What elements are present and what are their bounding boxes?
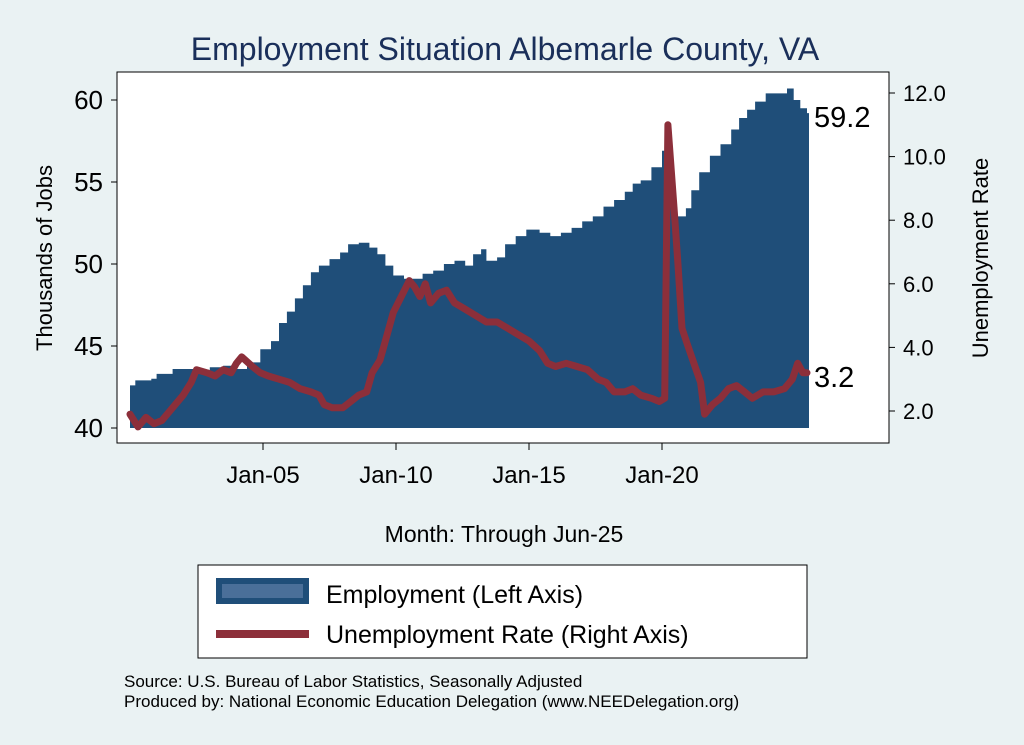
- legend-label-unemployment: Unemployment Rate (Right Axis): [326, 621, 689, 649]
- legend-swatch-employment-inner: [222, 584, 303, 598]
- left-y-tick-label: 45: [74, 331, 103, 361]
- right-y-tick-label: 10.0: [903, 145, 946, 170]
- right-y-tick-label: 6.0: [903, 272, 934, 297]
- legend: Employment (Left Axis) Unemployment Rate…: [197, 564, 808, 659]
- unemployment-line: [126, 121, 811, 431]
- employment-end-label: 59.2: [814, 102, 870, 134]
- chart-title: Employment Situation Albemarle County, V…: [191, 31, 820, 67]
- x-tick-label: Jan-10: [359, 462, 432, 489]
- x-tick-label: Jan-05: [226, 462, 299, 489]
- x-tick-label: Jan-15: [492, 462, 565, 489]
- left-y-tick-label: 60: [74, 85, 103, 115]
- right-y-tick-label: 4.0: [903, 335, 934, 360]
- employment-area: [130, 88, 809, 428]
- x-axis-title: Month: Through Jun-25: [385, 521, 624, 547]
- producer-note: Produced by: National Economic Education…: [124, 692, 740, 711]
- right-y-tick-label: 2.0: [903, 399, 934, 424]
- right-axis-title: Unemployment Rate: [968, 158, 993, 359]
- right-y-tick-label: 12.0: [903, 81, 946, 106]
- right-y-tick-label: 8.0: [903, 208, 934, 233]
- left-y-tick-label: 40: [74, 413, 103, 443]
- legend-label-employment: Employment (Left Axis): [326, 581, 583, 609]
- source-note: Source: U.S. Bureau of Labor Statistics,…: [124, 672, 583, 691]
- left-y-tick-label: 55: [74, 167, 103, 197]
- unemployment-end-label: 3.2: [814, 362, 854, 394]
- left-y-tick-label: 50: [74, 249, 103, 279]
- left-axis-title: Thousands of Jobs: [32, 165, 57, 351]
- x-tick-label: Jan-20: [625, 462, 698, 489]
